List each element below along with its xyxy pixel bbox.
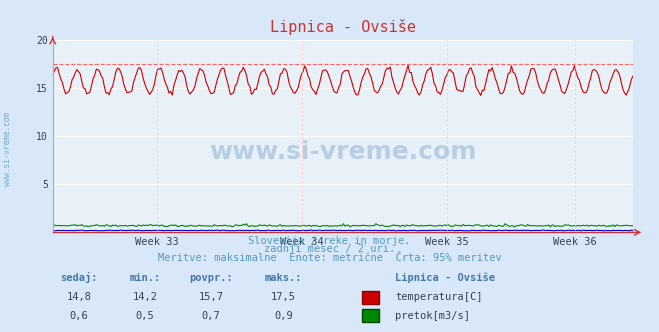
Text: povpr.:: povpr.: <box>189 273 233 283</box>
Text: 0,5: 0,5 <box>136 311 154 321</box>
Text: 0,7: 0,7 <box>202 311 220 321</box>
Text: 17,5: 17,5 <box>271 292 296 302</box>
Text: min.:: min.: <box>129 273 161 283</box>
Text: www.si-vreme.com: www.si-vreme.com <box>3 113 13 186</box>
Text: 15,7: 15,7 <box>198 292 223 302</box>
Text: 14,2: 14,2 <box>132 292 158 302</box>
Text: maks.:: maks.: <box>265 273 302 283</box>
Text: Meritve: maksimalne  Enote: metrične  Črta: 95% meritev: Meritve: maksimalne Enote: metrične Črta… <box>158 253 501 263</box>
Text: sedaj:: sedaj: <box>61 272 98 283</box>
Text: pretok[m3/s]: pretok[m3/s] <box>395 311 471 321</box>
Text: temperatura[C]: temperatura[C] <box>395 292 483 302</box>
Text: Lipnica - Ovsiše: Lipnica - Ovsiše <box>395 272 496 283</box>
Text: 0,6: 0,6 <box>70 311 88 321</box>
Text: Slovenija / reke in morje.: Slovenija / reke in morje. <box>248 236 411 246</box>
Text: 14,8: 14,8 <box>67 292 92 302</box>
Text: 0,9: 0,9 <box>274 311 293 321</box>
Title: Lipnica - Ovsiše: Lipnica - Ovsiše <box>270 19 416 35</box>
Text: zadnji mesec / 2 uri.: zadnji mesec / 2 uri. <box>264 244 395 254</box>
Text: www.si-vreme.com: www.si-vreme.com <box>209 139 476 164</box>
